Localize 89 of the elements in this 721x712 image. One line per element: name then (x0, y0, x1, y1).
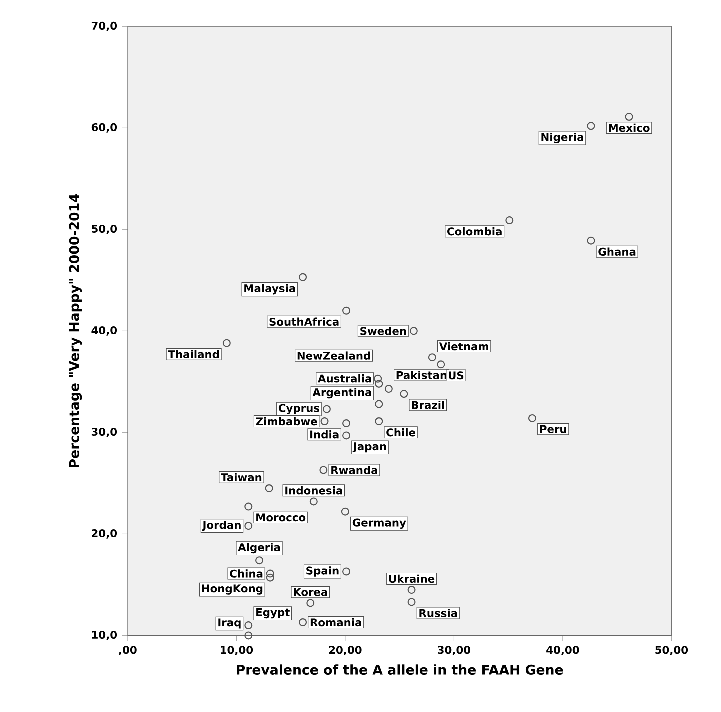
annotation: India (310, 430, 339, 439)
point (428, 354, 436, 362)
annotation: Morocco (256, 514, 306, 522)
point (410, 327, 418, 336)
point (256, 556, 264, 565)
y-tick-label: 70,0 (92, 22, 118, 32)
annotation: Cyprus (278, 404, 320, 415)
point (222, 340, 231, 348)
annotation: Iraq (218, 618, 241, 629)
annotation: China (230, 570, 263, 578)
y-tick-label: 50,0 (92, 225, 118, 235)
annotation: US (449, 372, 464, 380)
point (374, 375, 382, 384)
y-tick-label: 10,0 (92, 631, 118, 641)
point (506, 216, 514, 225)
y-tick-label: 60,0 (92, 124, 118, 134)
annotation: Egypt (256, 608, 290, 619)
x-tick-label: 40,00 (546, 646, 580, 656)
point (244, 522, 253, 530)
annotation: Ukraine (389, 575, 435, 584)
point (342, 568, 351, 576)
point (408, 586, 416, 594)
point (375, 380, 384, 388)
annotation: Romania (310, 618, 362, 627)
annotation: Vietnam (439, 342, 488, 351)
annotation: Peru (540, 426, 566, 434)
annotation: Mexico (609, 124, 650, 132)
annotation: Zimbabwe (256, 418, 318, 426)
point (266, 570, 274, 578)
point (244, 622, 253, 630)
annotation: Thailand (168, 350, 220, 359)
annotation: Japan (352, 442, 386, 453)
annotation: Malaysia (244, 284, 296, 295)
y-tick-label: 40,0 (92, 326, 118, 336)
annotation: Argentina (312, 388, 372, 399)
annotation: Korea (294, 588, 328, 596)
annotation: Ghana (598, 248, 636, 256)
point (320, 418, 329, 426)
point (322, 406, 331, 414)
point (306, 599, 315, 608)
point (342, 307, 351, 316)
point (384, 385, 393, 394)
annotation: Jordan (202, 521, 241, 532)
point (625, 113, 634, 122)
annotation: Germany (352, 518, 406, 530)
point (299, 274, 308, 282)
point (528, 414, 536, 423)
point (400, 390, 408, 398)
point (265, 484, 274, 493)
annotation: Algeria (238, 543, 280, 554)
annotation: Nigeria (542, 133, 584, 144)
x-tick-label: ,00 (119, 646, 137, 656)
point (299, 618, 308, 627)
y-axis-title: Percentage "Very Happy" 2000-2014 (69, 194, 82, 468)
point (375, 418, 384, 426)
y-tick-label: 20,0 (92, 530, 118, 540)
point (375, 400, 384, 408)
annotation: NewZealand (298, 352, 370, 360)
point (244, 632, 253, 640)
annotation: SouthAfrica (270, 318, 339, 326)
point (341, 508, 350, 516)
point (310, 498, 318, 506)
x-tick-label: 10,00 (221, 646, 254, 656)
point (587, 237, 596, 245)
annotation: Pakistan (396, 371, 447, 380)
annotation: Australia (318, 374, 372, 383)
point (266, 574, 274, 582)
point (408, 598, 416, 606)
annotation: Russia (420, 609, 458, 618)
annotation: Spain (306, 566, 339, 578)
x-tick-label: 30,00 (438, 646, 471, 656)
point (437, 360, 446, 369)
point (320, 466, 328, 474)
point (342, 420, 351, 428)
y-tick-label: 30,0 (92, 428, 118, 438)
annotation: Taiwan (221, 474, 262, 482)
annotation: Colombia (448, 228, 502, 236)
point (587, 122, 596, 130)
point (244, 502, 253, 511)
annotation: Sweden (360, 327, 406, 336)
x-axis-title: Prevalence of the A allele in the FAAH Gene (237, 664, 564, 676)
annotation: HongKong (202, 584, 263, 596)
x-tick-label: 50,00 (656, 646, 688, 656)
annotation: Rwanda (332, 466, 378, 475)
annotation: Chile (386, 428, 416, 437)
annotation: Indonesia (286, 486, 342, 495)
annotation: Brazil (412, 401, 444, 410)
x-tick-label: 20,00 (329, 646, 362, 656)
point (342, 432, 351, 440)
